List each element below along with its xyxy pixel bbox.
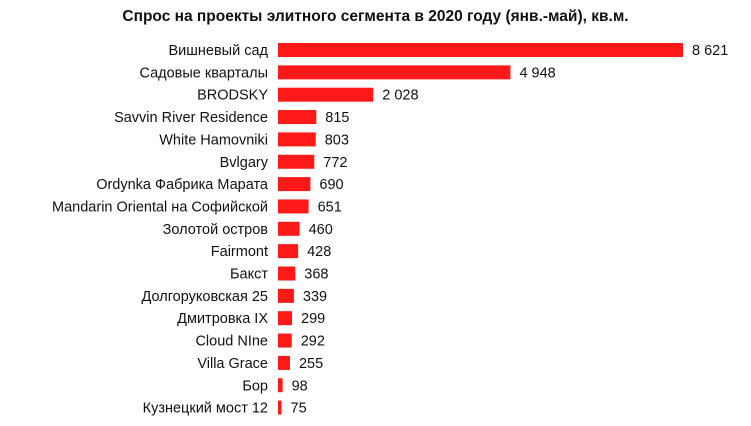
- value-label: 299: [301, 311, 325, 327]
- bar: [278, 378, 283, 393]
- bar: [278, 288, 294, 303]
- category-label: Бакст: [230, 267, 268, 283]
- value-label: 815: [325, 110, 349, 126]
- bar: [278, 244, 299, 259]
- value-label: 460: [309, 222, 333, 238]
- category-label: Дмитровка IX: [177, 311, 268, 327]
- value-label: 651: [318, 199, 342, 215]
- bar: [278, 87, 374, 102]
- category-label: BRODSKY: [197, 88, 268, 104]
- value-label: 98: [292, 378, 308, 394]
- category-label: Bvlgary: [220, 155, 269, 171]
- value-label: 255: [299, 356, 323, 372]
- bar: [278, 199, 309, 214]
- category-label: Cloud NIne: [195, 334, 268, 350]
- bar: [278, 400, 282, 415]
- bar: [278, 355, 290, 370]
- category-label: Долгоруковская 25: [142, 289, 268, 305]
- value-label: 2 028: [382, 88, 418, 104]
- category-label: Вишневый сад: [168, 43, 268, 59]
- value-label: 75: [291, 401, 307, 417]
- category-label: Ordynka Фабрика Марата: [96, 177, 269, 193]
- bar: [278, 333, 292, 348]
- category-label: Savvin River Residence: [114, 110, 268, 126]
- category-label: Золотой остров: [163, 222, 269, 238]
- bar: [278, 266, 296, 281]
- value-label: 292: [301, 334, 325, 350]
- value-label: 8 621: [692, 43, 728, 59]
- bar: [278, 221, 300, 236]
- category-label: White Hamovniki: [159, 132, 268, 148]
- value-label: 339: [303, 289, 327, 305]
- category-label: Villa Grace: [197, 356, 268, 372]
- category-label: Mandarin Oriental на Софийской: [52, 199, 268, 215]
- value-label: 368: [304, 267, 328, 283]
- value-label: 428: [307, 244, 331, 260]
- bar: [278, 110, 317, 125]
- bar: [278, 311, 293, 326]
- value-label: 772: [323, 155, 347, 171]
- bar: [278, 132, 316, 147]
- category-label: Садовые кварталы: [139, 65, 268, 81]
- bar: [278, 154, 315, 169]
- bar: [278, 177, 311, 192]
- value-label: 4 948: [519, 65, 555, 81]
- bar: [278, 43, 683, 57]
- category-label: Кузнецкий мост 12: [143, 401, 268, 417]
- bar: [278, 65, 511, 80]
- chart-title: Спрос на проекты элитного сегмента в 202…: [122, 8, 629, 25]
- category-label: Fairmont: [211, 244, 268, 260]
- value-label: 803: [325, 132, 349, 148]
- value-label: 690: [319, 177, 343, 193]
- category-label: Бор: [242, 378, 268, 394]
